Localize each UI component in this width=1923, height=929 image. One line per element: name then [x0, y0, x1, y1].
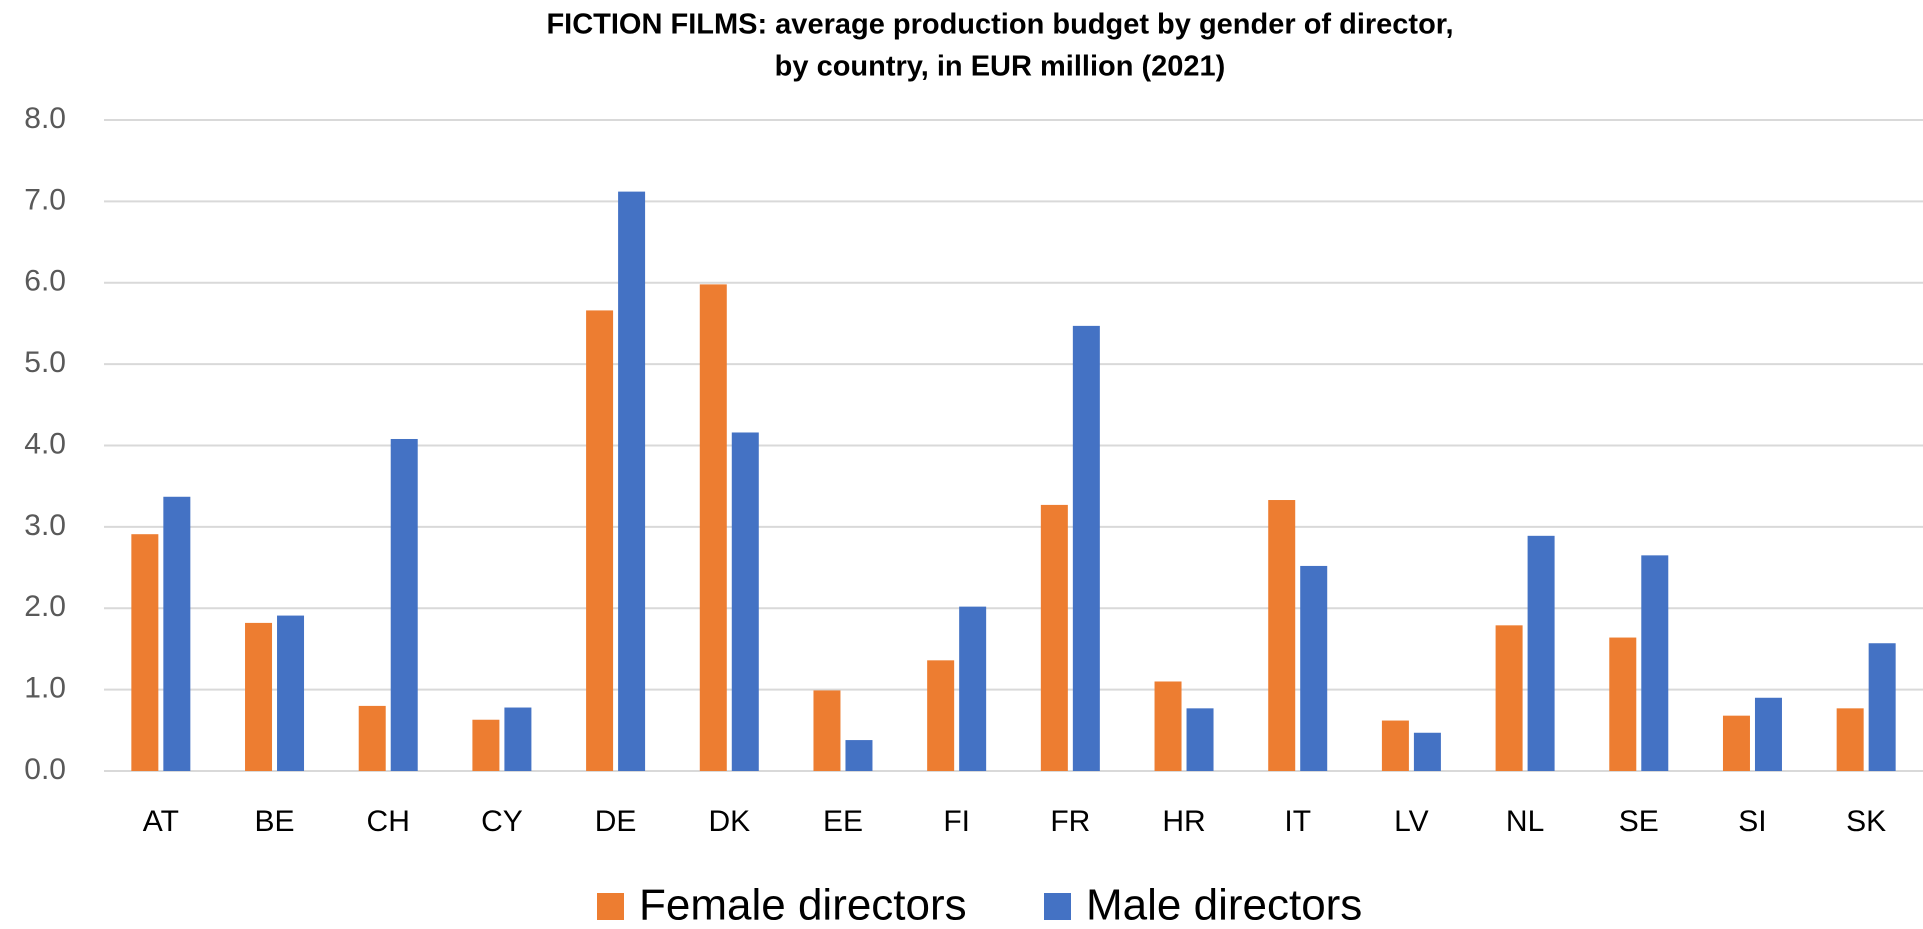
bar	[1268, 500, 1296, 771]
bar	[472, 719, 500, 771]
bar	[1722, 715, 1750, 771]
legend-label: Female directors	[639, 881, 967, 929]
bar	[586, 310, 614, 771]
legend-swatch	[597, 893, 624, 920]
bar	[1836, 708, 1864, 771]
bar	[1040, 504, 1068, 771]
x-tick-label: IT	[1284, 805, 1311, 838]
bar	[358, 705, 386, 771]
bar	[959, 606, 987, 771]
chart-title: by country, in EUR million (2021)	[775, 51, 1226, 83]
bar	[927, 660, 955, 771]
bar	[245, 622, 273, 771]
bar	[1641, 555, 1669, 771]
x-tick-label: DE	[595, 805, 637, 838]
bar	[163, 496, 191, 771]
bar	[1381, 720, 1409, 771]
bar	[813, 690, 841, 771]
y-tick-label: 0.0	[24, 753, 66, 786]
bar	[1413, 732, 1441, 771]
bar	[1609, 637, 1637, 771]
x-tick-label: CY	[481, 805, 523, 838]
x-tick-label: LV	[1394, 805, 1428, 838]
x-tick-label: FI	[943, 805, 970, 838]
bar	[1186, 708, 1214, 771]
bar	[1868, 643, 1896, 771]
bar	[1154, 681, 1182, 771]
bar	[731, 432, 759, 771]
bar	[390, 438, 418, 771]
bar	[277, 615, 305, 771]
x-tick-label: BE	[255, 805, 295, 838]
y-tick-label: 1.0	[24, 672, 66, 705]
bar	[1495, 625, 1523, 771]
x-tick-label: HR	[1162, 805, 1205, 838]
x-tick-label: AT	[143, 805, 179, 838]
y-tick-label: 3.0	[24, 509, 66, 542]
y-tick-label: 6.0	[24, 265, 66, 298]
y-tick-label: 5.0	[24, 346, 66, 379]
y-tick-label: 4.0	[24, 427, 66, 460]
x-tick-label: CH	[367, 805, 410, 838]
legend-label: Male directors	[1086, 881, 1362, 929]
y-tick-label: 8.0	[24, 102, 66, 135]
y-tick-label: 7.0	[24, 183, 66, 216]
x-tick-label: NL	[1506, 805, 1544, 838]
x-tick-label: DK	[708, 805, 750, 838]
x-tick-label: SI	[1738, 805, 1766, 838]
bar	[504, 707, 532, 771]
x-tick-label: SK	[1846, 805, 1886, 838]
bar	[1754, 697, 1782, 771]
bar	[1527, 535, 1555, 771]
bar	[1072, 325, 1100, 771]
bar	[699, 284, 727, 771]
x-tick-label: FR	[1050, 805, 1090, 838]
legend-swatch	[1044, 893, 1071, 920]
bar	[131, 534, 159, 771]
bar	[618, 191, 646, 772]
bar	[1300, 565, 1328, 771]
x-tick-label: EE	[823, 805, 863, 838]
chart-title: FICTION FILMS: average production budget…	[546, 9, 1453, 41]
x-tick-label: SE	[1619, 805, 1659, 838]
y-tick-label: 2.0	[24, 590, 66, 623]
bar	[845, 740, 873, 771]
